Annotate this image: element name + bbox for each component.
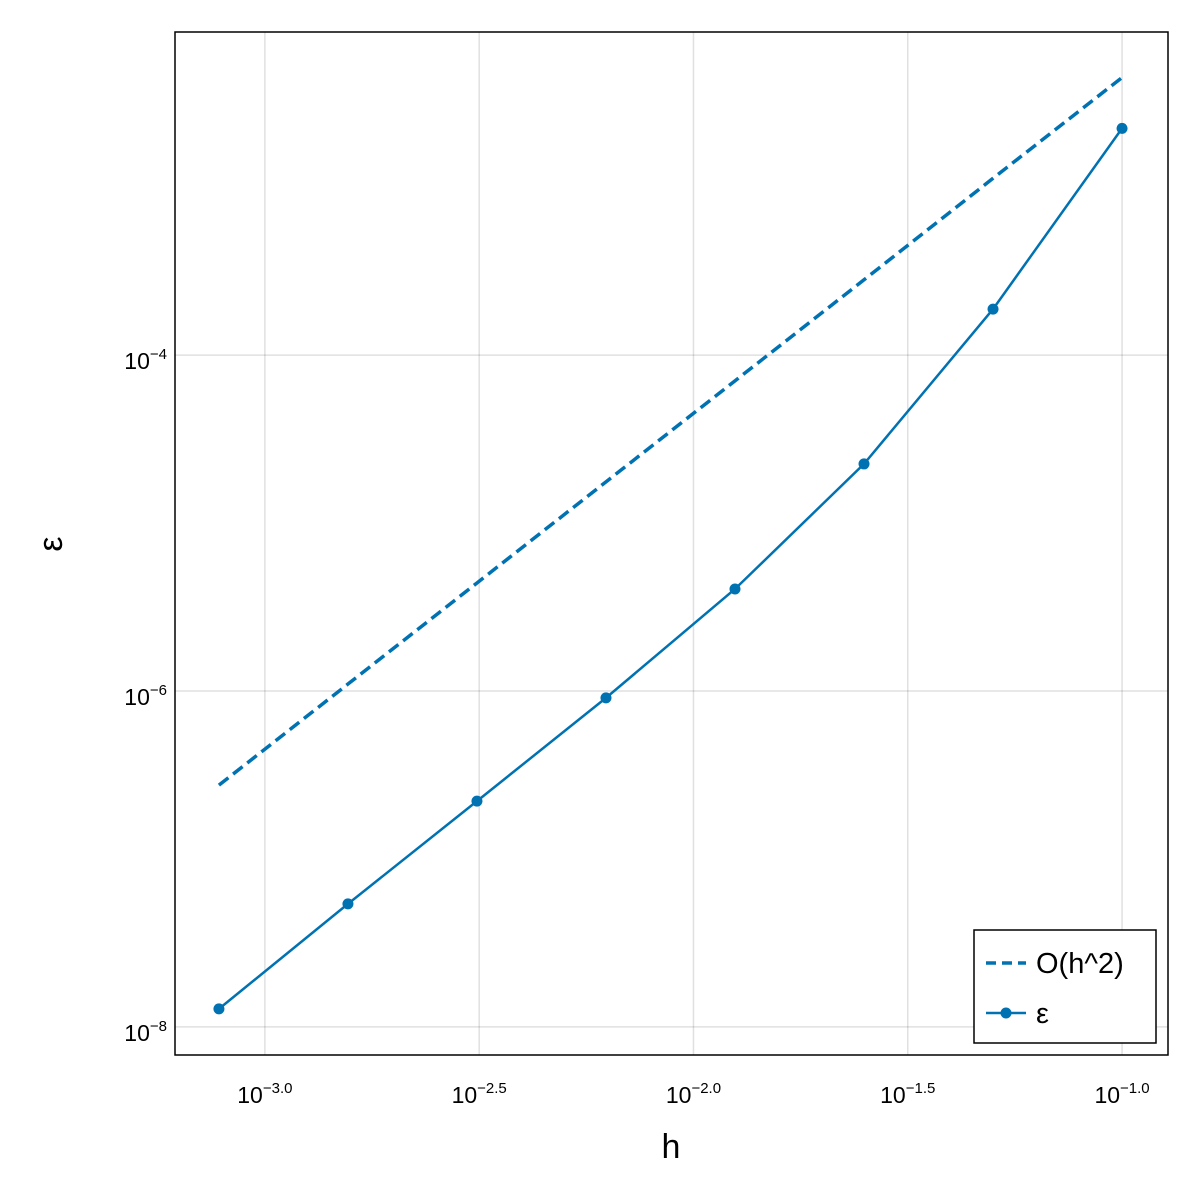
data-point (729, 583, 741, 595)
series-line (217, 76, 1124, 787)
tick-label: 10−4 (124, 346, 167, 374)
tick-label: 10−3.0 (237, 1080, 292, 1108)
series-line (218, 127, 1124, 1010)
legend-label: ε (1036, 998, 1049, 1030)
y-axis-label: ε (32, 536, 70, 551)
tick-base: 10 (666, 1082, 692, 1108)
tick-label: 10−6 (124, 682, 167, 710)
data-point (987, 303, 999, 315)
tick-base: 10 (124, 1020, 150, 1046)
tick-exponent: −1.5 (906, 1080, 936, 1097)
tick-exponent: −1.0 (1120, 1080, 1150, 1097)
tick-label: 10−2.5 (452, 1080, 507, 1108)
data-point (858, 458, 870, 470)
tick-label: 10−1.5 (880, 1080, 935, 1108)
tick-base: 10 (880, 1082, 906, 1108)
tick-exponent: −2.5 (477, 1080, 507, 1097)
tick-exponent: −2.0 (691, 1080, 721, 1097)
legend-box (973, 929, 1157, 1044)
legend-label: O(h^2) (1036, 948, 1124, 980)
data-point (471, 795, 483, 807)
data-point (1116, 122, 1128, 134)
tick-base: 10 (124, 684, 150, 710)
data-point (600, 692, 612, 704)
tick-base: 10 (237, 1082, 263, 1108)
data-point (213, 1003, 225, 1015)
tick-label: 10−8 (124, 1018, 167, 1046)
data-point (342, 898, 354, 910)
legend-marker (1000, 1007, 1012, 1019)
tick-base: 10 (124, 348, 150, 374)
tick-label: 10−2.0 (666, 1080, 721, 1108)
tick-base: 10 (1094, 1082, 1120, 1108)
x-axis-label: h (662, 1128, 681, 1166)
tick-base: 10 (452, 1082, 478, 1108)
tick-exponent: −3.0 (263, 1080, 293, 1097)
tick-label: 10−1.0 (1094, 1080, 1149, 1108)
plot-frame (174, 31, 1169, 1056)
tick-exponent: −8 (150, 1018, 167, 1035)
tick-exponent: −6 (150, 682, 167, 699)
tick-exponent: −4 (150, 346, 167, 363)
